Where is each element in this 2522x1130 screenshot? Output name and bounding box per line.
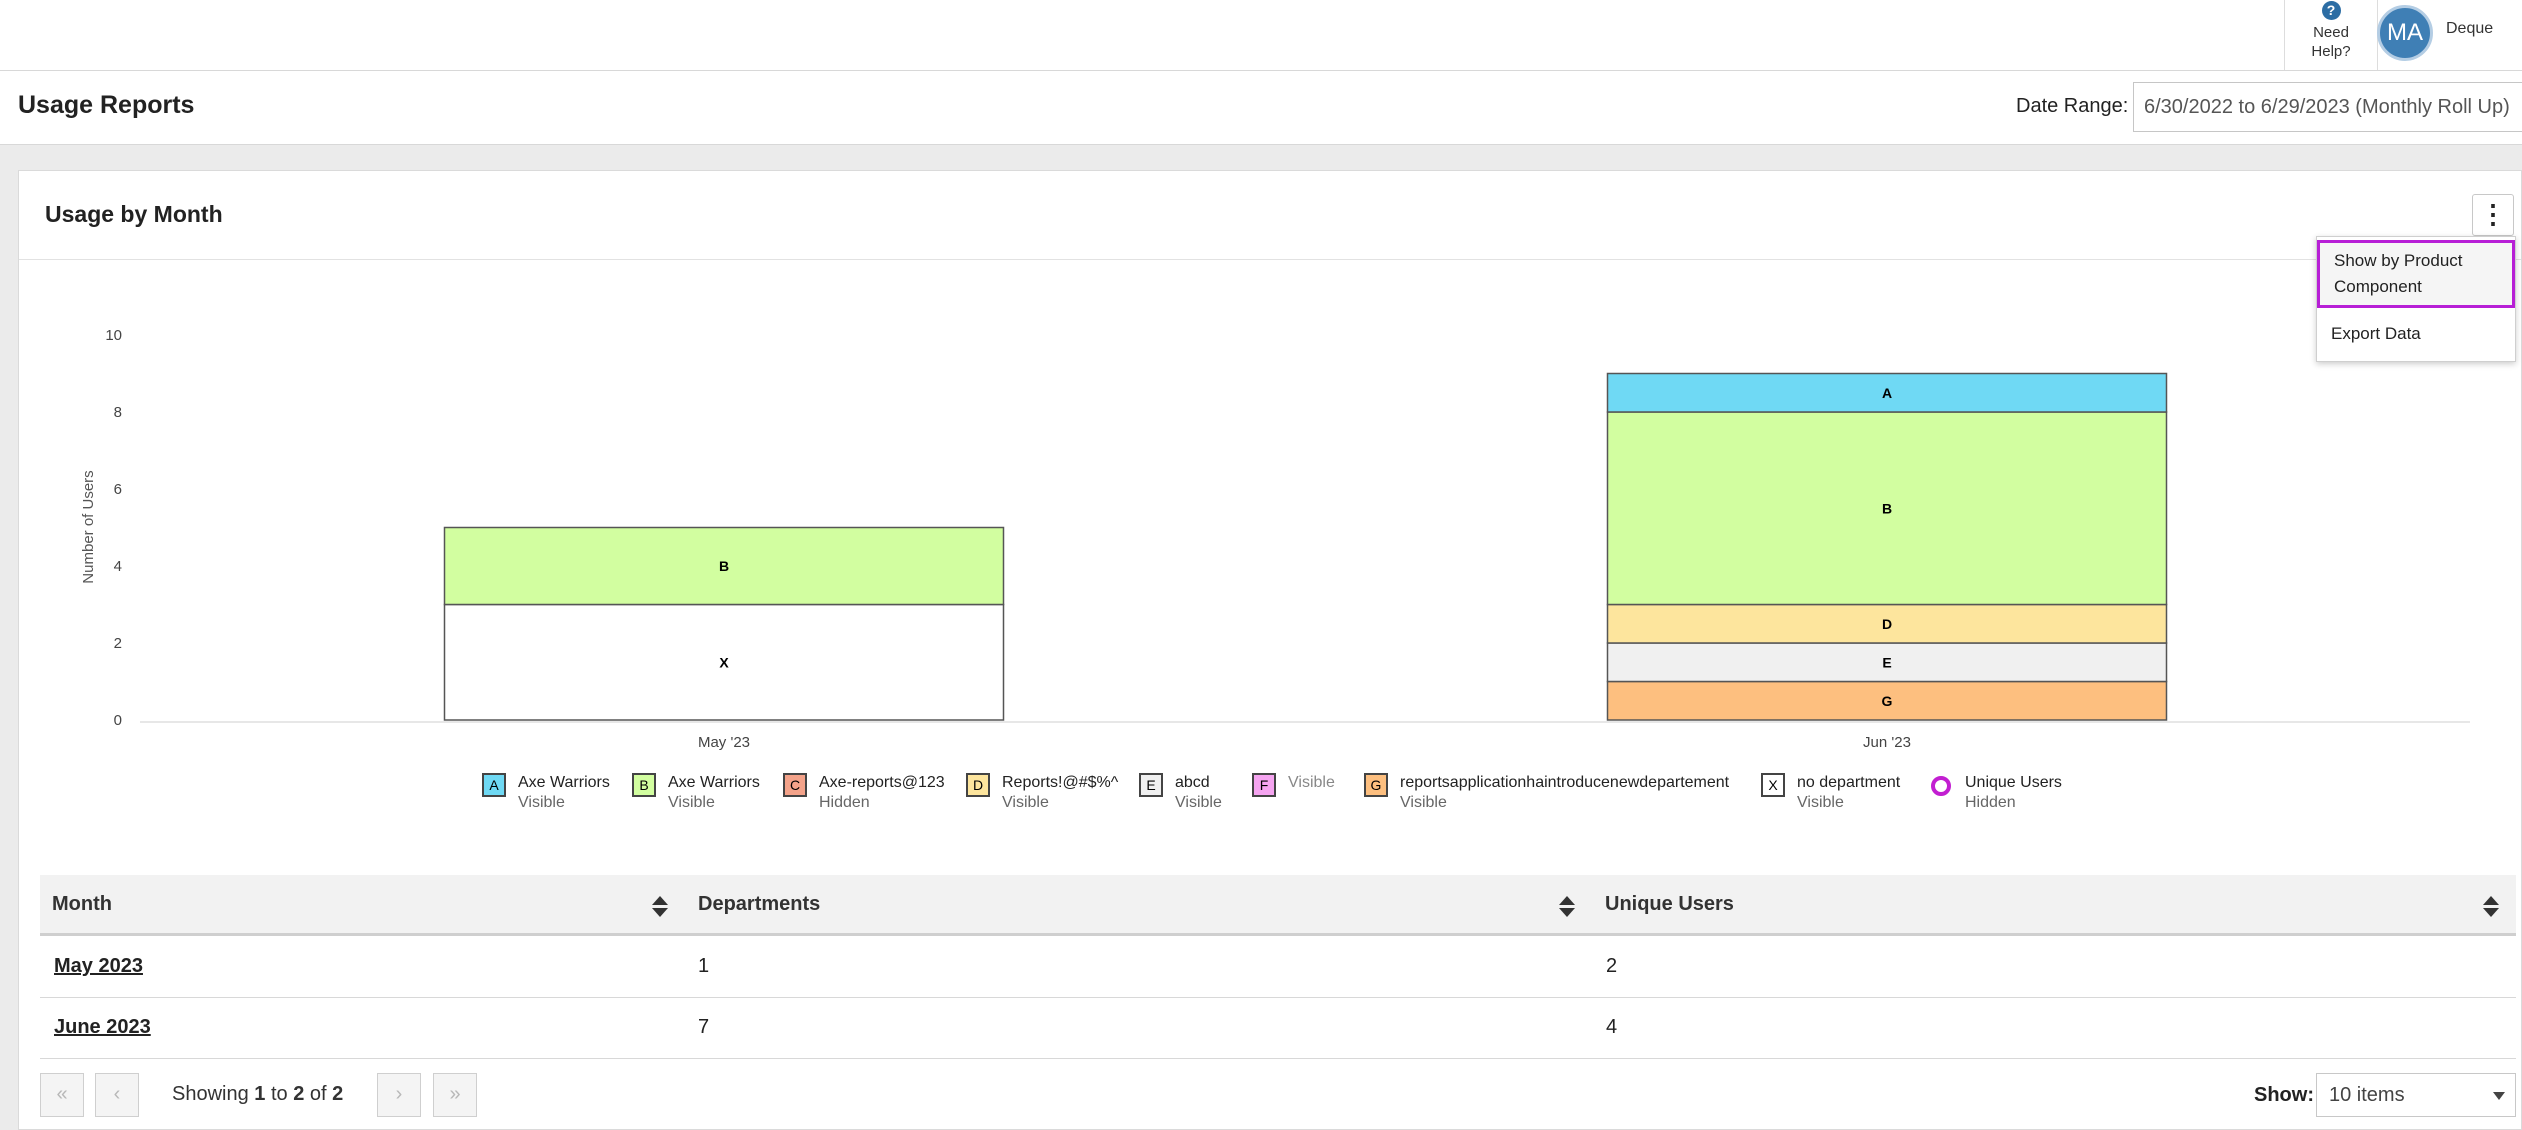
legend-name: no department [1797,774,1901,791]
bar-segment-g [1606,680,2168,721]
bar-label: E [1882,654,1891,670]
legend-status: Visible [518,794,565,811]
month-link[interactable]: May 2023 [54,955,143,977]
chevron-right-icon[interactable]: › [377,1073,421,1117]
help-label-line2: Help? [2311,43,2351,60]
bar-label: X [719,654,729,670]
bar-label: B [719,558,729,574]
unique-users-cell: 2 [1606,955,1618,977]
showing-to: 2 [293,1083,305,1105]
bar-segment-b [443,526,1005,606]
usage-bar-chart: 0 2 4 6 8 10 Number of Users X B May '23 G E D B A Jun … [80,327,2470,751]
legend-status: Visible [1175,794,1222,811]
need-help-button[interactable]: ? Need Help? [2284,0,2378,70]
pagination: « ‹ Showing 1 to 2 of 2 › » Show: 10 ite… [40,1073,2516,1123]
double-chevron-right-icon[interactable]: » [433,1073,477,1117]
showing-text: Showing 1 to 2 of 2 [172,1083,343,1106]
avatar[interactable]: MA [2377,5,2433,61]
showing-of-word: of [309,1083,327,1105]
y-tick-label: 4 [114,558,122,575]
legend-swatch: F [1252,773,1276,797]
page-size-select[interactable]: 10 items [2316,1073,2516,1117]
legend-swatch: G [1364,773,1388,797]
question-icon: ? [2321,1,2341,20]
card-options-menu: Show by Product Component Export Data [2316,236,2516,362]
unique-users-ring-icon [1931,776,1951,796]
bar-segment-a [1606,372,2168,413]
show-label: Show: [2254,1084,2314,1106]
showing-prefix: Showing [172,1083,249,1105]
showing-to-word: to [270,1083,288,1105]
legend-name: Axe Warriors [668,774,760,791]
legend-name: Axe Warriors [518,774,610,791]
legend-status: Visible [1002,794,1049,811]
menu-item-label-line1: Show by Product [2334,251,2463,270]
table-header: Month Departments Unique Users [40,875,2516,936]
bar-segment-d [1606,603,2168,644]
legend-status: Hidden [819,794,870,811]
bar-label: D [1882,616,1892,632]
column-header-unique-users[interactable]: Unique Users [1605,893,1734,915]
chevron-left-icon[interactable]: ‹ [95,1073,139,1117]
card-title: Usage by Month [45,201,223,227]
legend-name: Visible [1288,774,1335,791]
bar-segment-b [1606,411,2168,606]
y-tick-label: 6 [114,481,122,498]
legend-name: abcd [1175,774,1210,791]
legend-swatch: D [966,773,990,797]
y-tick-label: 0 [114,712,122,729]
y-tick-label: 10 [105,327,122,344]
username[interactable]: Deque [2446,20,2494,37]
top-bar: ? Need Help? MA Deque [0,0,2522,71]
bar-label: B [1882,500,1892,516]
double-chevron-left-icon[interactable]: « [40,1073,84,1117]
chevron-down-icon [2493,1092,2505,1100]
page-header: Usage Reports Date Range: 6/30/2022 to 6… [0,71,2522,145]
kebab-menu-icon[interactable]: ⋮ [2472,194,2514,236]
date-range-select[interactable]: 6/30/2022 to 6/29/2023 (Monthly Roll Up) [2133,82,2522,132]
legend-status: Visible [1797,794,1844,811]
legend-swatch: E [1139,773,1163,797]
legend-status: Visible [668,794,715,811]
departments-cell: 1 [698,955,710,977]
table-row: May 2023 1 2 [40,937,2516,998]
unique-users-cell: 4 [1606,1016,1618,1038]
showing-from: 1 [254,1083,266,1105]
departments-cell: 7 [698,1016,710,1038]
legend-status: Hidden [1965,794,2016,811]
column-header-month[interactable]: Month [52,893,112,915]
page-title: Usage Reports [18,91,195,119]
bar-segment-e [1606,642,2168,683]
y-tick-label: 2 [114,635,122,652]
y-tick-label: 8 [114,404,122,421]
legend-name: Reports!@#$%^ [1002,774,1119,791]
menu-item-label-line2: Component [2334,277,2422,296]
bar-label: A [1882,385,1892,401]
show-by-product-component-item[interactable]: Show by Product Component [2317,240,2515,308]
help-label-line1: Need [2313,24,2349,41]
legend-swatch: B [632,773,656,797]
card-header: Usage by Month ⋮ [19,171,2521,260]
bar-segment-x [443,603,1005,721]
legend-name: Axe-reports@123 [819,774,945,791]
column-header-departments[interactable]: Departments [698,893,821,915]
legend-swatch: C [783,773,807,797]
legend-name: Unique Users [1965,774,2062,791]
showing-total: 2 [332,1083,344,1105]
x-tick-label: May '23 [698,734,750,751]
legend-name: reportsapplicationhaintroducenewdepartem… [1400,774,1730,791]
legend-status: Visible [1400,794,1447,811]
page-size-value: 10 items [2329,1084,2405,1106]
y-axis-label: Number of Users [80,470,97,583]
x-tick-label: Jun '23 [1863,734,1911,751]
table-row: June 2023 7 4 [40,998,2516,1059]
month-link[interactable]: June 2023 [54,1016,151,1038]
legend-swatch: A [482,773,506,797]
legend-swatch: X [1761,773,1785,797]
bar-label: G [1882,693,1893,709]
date-range-label: Date Range: [2016,95,2129,117]
export-data-item[interactable]: Export Data [2331,324,2421,343]
